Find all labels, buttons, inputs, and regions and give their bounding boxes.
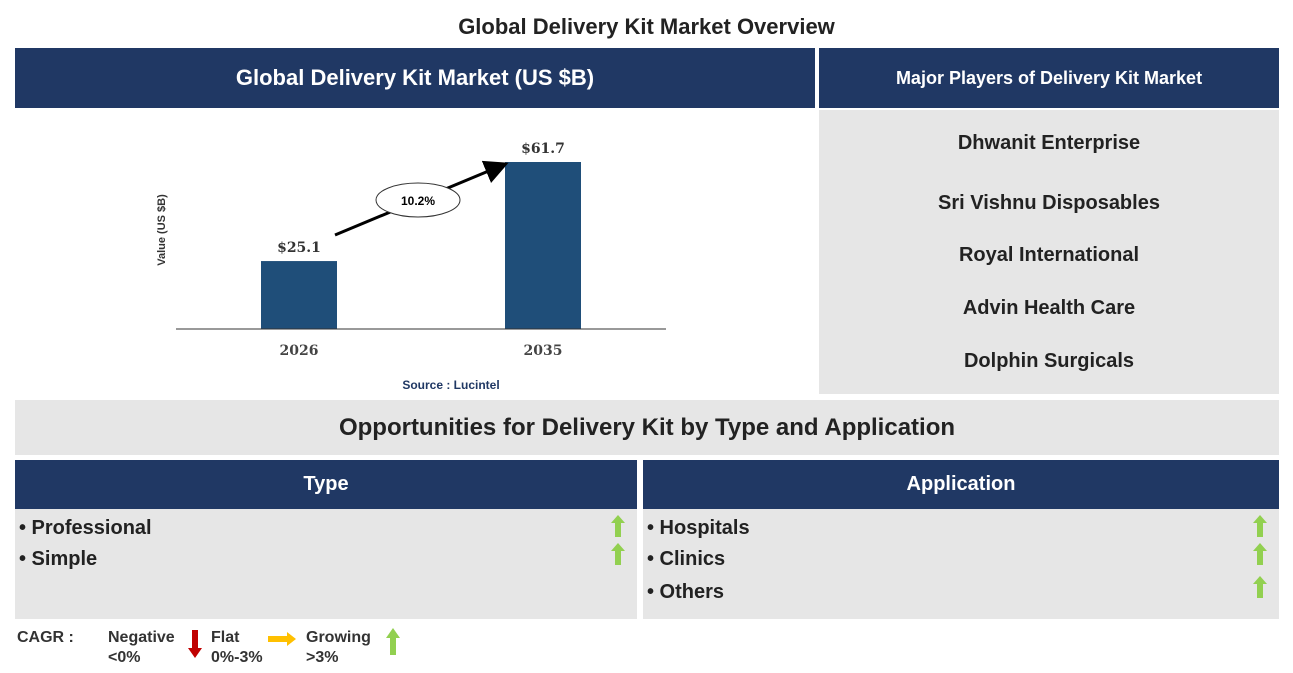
legend-negative: Negative <0%: [108, 628, 175, 668]
application-list: • Hospitals • Clinics • Others: [643, 509, 1279, 619]
application-header: Application: [643, 460, 1279, 509]
player-item: Dolphin Surgicals: [963, 350, 1135, 372]
player-item: Royal International: [958, 244, 1140, 266]
opportunities-header: Opportunities for Delivery Kit by Type a…: [15, 400, 1279, 455]
data-label: $61.7: [521, 141, 565, 157]
legend-label: CAGR :: [17, 629, 74, 646]
legend-flat: Flat 0%-3%: [211, 628, 263, 668]
players-list: Dhwanit Enterprise Sri Vishnu Disposable…: [819, 110, 1279, 394]
type-item: • Simple: [19, 548, 98, 570]
bar-2035: [505, 162, 581, 329]
x-tick-label: 2035: [524, 343, 563, 359]
y-axis-label: Value (US $B): [156, 194, 168, 266]
legend-negative-range: <0%: [108, 649, 141, 666]
player-item: Dhwanit Enterprise: [957, 132, 1141, 154]
bar-2026: [261, 261, 337, 329]
growing-arrow-icon: [611, 543, 625, 565]
legend-negative-label: Negative: [108, 629, 175, 646]
legend-growing: Growing >3%: [306, 628, 371, 668]
player-item: Sri Vishnu Disposables: [938, 192, 1160, 214]
player-item: Advin Health Care: [962, 297, 1136, 319]
application-item: • Hospitals: [647, 517, 750, 539]
chart-source: Source : Lucintel: [402, 378, 499, 392]
type-list: • Professional • Simple: [15, 509, 637, 619]
cagr-ellipse: [375, 182, 461, 218]
flat-arrow-icon: [268, 632, 296, 646]
chart-header: Global Delivery Kit Market (US $B): [15, 48, 815, 108]
growing-arrow-icon: [611, 515, 625, 537]
growing-arrow-icon: [386, 628, 400, 655]
negative-arrow-icon: [188, 630, 202, 658]
legend-flat-range: 0%-3%: [211, 649, 263, 666]
growing-arrow-icon: [1253, 543, 1267, 565]
players-header: Major Players of Delivery Kit Market: [819, 48, 1279, 108]
application-item: • Clinics: [647, 548, 726, 570]
legend-growing-range: >3%: [306, 649, 339, 666]
x-tick-label: 2026: [280, 343, 319, 359]
growing-arrow-icon: [1253, 515, 1267, 537]
data-label: $25.1: [277, 240, 321, 256]
type-header: Type: [15, 460, 637, 509]
growing-arrow-icon: [1253, 576, 1267, 598]
application-item: • Others: [647, 581, 725, 603]
bar-chart: Value (US $B) $25.1 2026 $61.7 2035 10.2% S…: [156, 141, 666, 392]
cagr-annotation: 10.2%: [401, 194, 435, 208]
page-title: Global Delivery Kit Market Overview: [458, 14, 835, 39]
type-item: • Professional: [19, 517, 152, 539]
legend-flat-label: Flat: [211, 629, 240, 646]
legend-growing-label: Growing: [306, 629, 371, 646]
